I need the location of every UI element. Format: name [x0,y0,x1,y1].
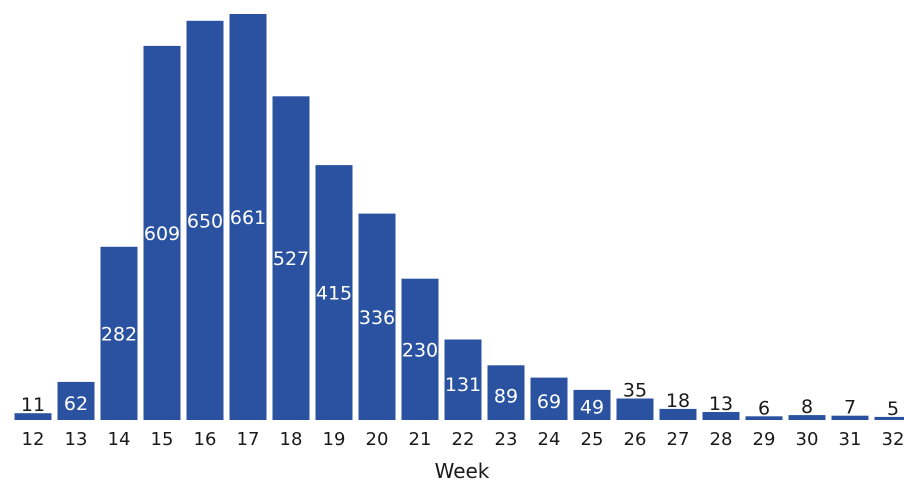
bar-week-13 [57,381,95,420]
x-tick-label-24: 24 [538,429,561,450]
bar-week-32 [874,416,904,420]
data-labels-group: 11 62 282 609 650 661 527 415 336 230 131 89 69 49 35 1… [21,207,899,420]
bar-week-19 [315,165,353,420]
bars-group [14,14,904,421]
data-label-week-14: 282 [101,323,137,345]
x-tick-label-21: 21 [409,429,432,450]
x-tick-label-13: 13 [65,429,88,450]
bar-week-12 [14,413,52,420]
x-tick-label-18: 18 [280,429,303,450]
data-label-week-23: 89 [494,385,518,407]
data-label-week-25: 49 [580,397,604,419]
data-label-week-16: 650 [187,210,223,232]
bar-week-31 [831,415,869,420]
x-tick-label-12: 12 [22,429,45,450]
x-tick-label-19: 19 [323,429,346,450]
bar-week-28 [702,412,740,420]
bar-week-23 [487,365,525,420]
data-label-week-19: 415 [316,283,352,305]
bar-week-16 [186,20,224,421]
x-axis-title: Week [435,459,490,481]
x-tick-label-32: 32 [882,429,904,450]
x-tick-label-22: 22 [452,429,475,450]
data-label-week-12: 11 [21,394,45,416]
x-tick-label-28: 28 [710,429,733,450]
bar-week-27 [659,408,697,420]
data-label-week-31: 7 [844,397,856,419]
x-tick-labels-group: 12 13 14 15 16 17 18 19 20 21 22 23 24 25 26 27 28 29 30 31… [22,429,904,450]
bar-week-14 [100,246,138,420]
x-tick-label-29: 29 [753,429,776,450]
x-tick-label-25: 25 [581,429,604,450]
bar-week-17 [229,14,267,420]
x-tick-label-23: 23 [495,429,518,450]
x-tick-label-16: 16 [194,429,217,450]
bar-week-22 [444,339,482,420]
bar-week-15 [143,45,181,421]
data-label-week-15: 609 [144,223,180,245]
bar-week-18 [272,96,310,421]
data-label-week-21: 230 [402,339,438,361]
bar-week-29 [745,416,783,420]
x-tick-label-31: 31 [839,429,862,450]
x-tick-label-14: 14 [108,429,131,450]
data-label-week-26: 35 [623,380,647,402]
x-tick-label-15: 15 [151,429,174,450]
data-label-week-13: 62 [64,393,88,415]
bar-week-21 [401,278,439,420]
data-label-week-18: 527 [273,248,309,270]
data-label-week-22: 131 [445,374,481,396]
x-tick-label-26: 26 [624,429,647,450]
x-tick-label-30: 30 [796,429,819,450]
data-label-week-17: 661 [230,207,266,229]
bar-week-20 [358,213,396,420]
bar-week-26 [616,398,654,420]
x-tick-label-17: 17 [237,429,260,450]
bar-week-24 [530,377,568,420]
data-label-week-28: 13 [709,393,733,415]
data-label-week-30: 8 [801,396,813,418]
data-label-week-20: 336 [359,307,395,329]
bar-week-25 [573,389,611,420]
bar-week-30 [788,415,826,420]
data-label-week-32: 5 [887,398,899,420]
x-tick-label-27: 27 [667,429,690,450]
x-tick-label-20: 20 [366,429,389,450]
data-label-week-29: 6 [758,397,770,419]
data-label-week-27: 18 [666,390,690,412]
data-label-week-24: 69 [537,391,561,413]
